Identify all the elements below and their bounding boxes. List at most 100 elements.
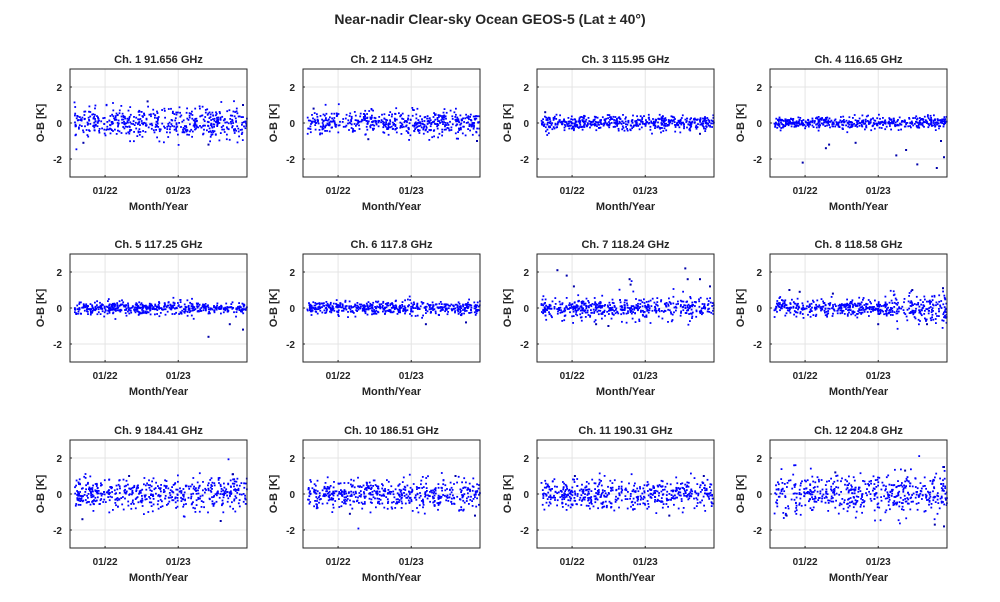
data-point-outlier — [629, 283, 632, 286]
data-point — [401, 117, 403, 120]
data-point — [458, 121, 460, 123]
data-point — [312, 307, 315, 309]
data-point — [206, 120, 209, 123]
data-point — [103, 307, 106, 309]
data-point — [804, 307, 806, 310]
data-point — [863, 123, 865, 125]
data-point — [683, 125, 685, 128]
data-point — [138, 128, 141, 131]
data-point-outlier — [242, 328, 244, 331]
data-point — [620, 313, 623, 316]
data-point — [882, 123, 884, 126]
data-point — [77, 494, 79, 497]
data-point — [570, 121, 573, 123]
data-point — [545, 116, 547, 119]
data-point — [868, 122, 870, 124]
data-point — [238, 309, 241, 311]
data-point — [360, 305, 362, 308]
data-point — [211, 126, 214, 129]
data-point — [623, 304, 626, 306]
data-point — [674, 126, 677, 128]
data-point — [155, 129, 157, 131]
data-point — [318, 303, 321, 306]
data-point — [884, 119, 887, 122]
data-point — [893, 119, 896, 122]
data-point — [928, 124, 931, 127]
data-point — [853, 123, 855, 125]
data-point — [374, 117, 377, 120]
data-point — [418, 129, 421, 132]
data-point — [660, 123, 663, 126]
data-point — [110, 303, 113, 306]
data-point — [858, 296, 861, 299]
data-point — [388, 309, 391, 311]
data-point — [390, 307, 393, 309]
data-point — [912, 117, 914, 119]
data-point — [389, 120, 392, 123]
data-point — [884, 121, 887, 124]
data-point — [641, 118, 643, 121]
data-point — [175, 507, 177, 509]
data-point — [143, 114, 146, 117]
data-point — [196, 305, 198, 308]
data-point — [793, 121, 796, 124]
data-point — [182, 128, 184, 131]
data-point — [201, 105, 204, 108]
data-point — [583, 126, 586, 128]
data-point — [894, 121, 897, 124]
data-point — [84, 117, 86, 120]
data-point — [867, 114, 869, 117]
data-point — [627, 310, 629, 313]
data-point — [402, 310, 404, 312]
data-point-outlier — [788, 289, 791, 291]
data-point — [236, 112, 239, 115]
data-point — [575, 310, 578, 312]
data-point — [564, 125, 567, 128]
data-point — [111, 113, 113, 116]
data-point — [591, 303, 594, 305]
data-point — [322, 113, 325, 116]
data-point — [615, 121, 618, 124]
data-point — [226, 306, 229, 308]
data-point — [373, 116, 376, 119]
data-point — [583, 115, 586, 118]
data-point-outlier — [684, 267, 687, 270]
data-point — [642, 314, 644, 317]
data-point — [163, 110, 166, 112]
data-point — [692, 304, 694, 306]
data-point — [87, 313, 89, 315]
data-point — [880, 127, 883, 129]
data-point — [104, 308, 107, 311]
data-point — [89, 303, 92, 305]
data-point — [707, 118, 710, 121]
data-point — [98, 130, 100, 132]
data-point — [159, 312, 162, 314]
data-point — [865, 115, 868, 118]
data-point — [834, 125, 837, 128]
data-point — [832, 312, 834, 315]
data-point — [91, 487, 94, 489]
data-point — [637, 309, 639, 312]
data-point — [194, 511, 197, 513]
data-point — [896, 303, 899, 306]
data-point — [613, 304, 616, 307]
data-point — [394, 300, 397, 303]
data-point — [595, 307, 598, 310]
data-point — [632, 114, 634, 117]
data-point — [382, 301, 385, 304]
data-point — [438, 314, 440, 316]
data-point — [846, 298, 848, 301]
data-point — [330, 309, 333, 311]
data-point — [314, 302, 317, 304]
y-tick-label: -2 — [286, 155, 295, 166]
data-point — [707, 300, 710, 302]
data-point — [120, 497, 123, 499]
data-point — [437, 124, 440, 126]
data-point — [216, 125, 219, 127]
data-point — [153, 131, 156, 134]
data-point — [165, 487, 167, 489]
data-point — [669, 302, 672, 304]
scatter-series — [74, 458, 248, 522]
data-point — [918, 323, 920, 326]
